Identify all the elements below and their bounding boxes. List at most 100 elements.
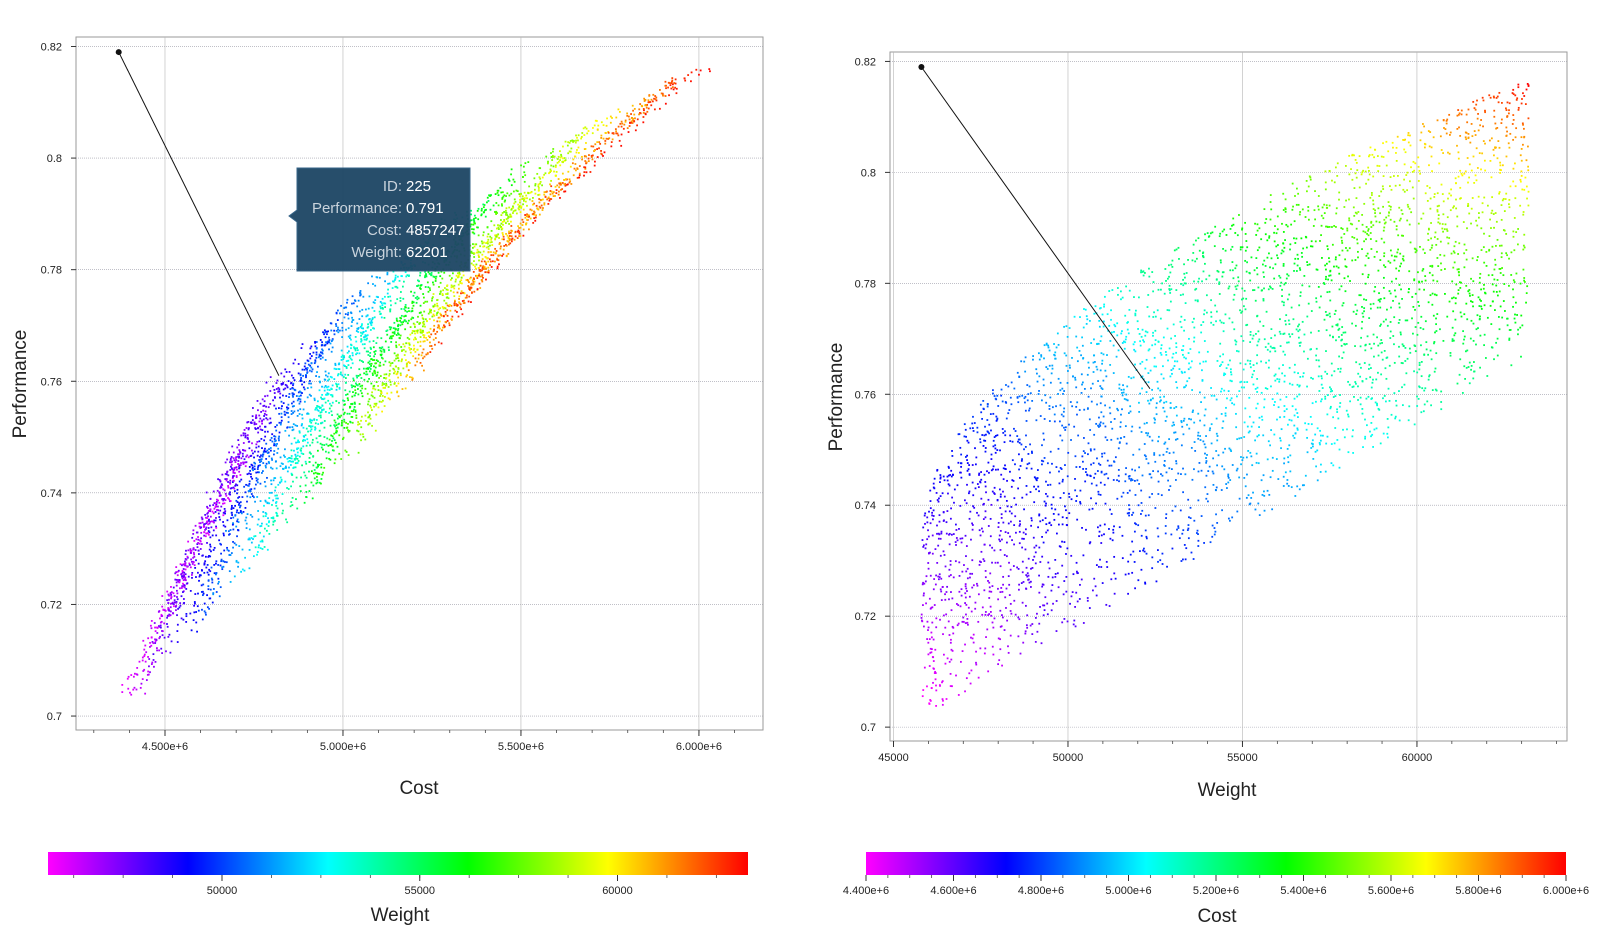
data-point[interactable] [380, 337, 382, 339]
data-point[interactable] [1223, 390, 1225, 392]
data-point[interactable] [1471, 170, 1473, 172]
data-point[interactable] [350, 367, 352, 369]
data-point[interactable] [177, 598, 179, 600]
data-point[interactable] [290, 464, 292, 466]
data-point[interactable] [403, 349, 405, 351]
data-point[interactable] [1197, 413, 1199, 415]
data-point[interactable] [208, 527, 210, 529]
data-point[interactable] [576, 152, 578, 154]
data-point[interactable] [249, 489, 251, 491]
data-point[interactable] [458, 298, 460, 300]
data-point[interactable] [1429, 208, 1431, 210]
data-point[interactable] [1075, 379, 1077, 381]
data-point[interactable] [560, 157, 562, 159]
data-point[interactable] [1399, 420, 1401, 422]
data-point[interactable] [360, 390, 362, 392]
data-point[interactable] [351, 303, 353, 305]
data-point[interactable] [324, 386, 326, 388]
data-point[interactable] [203, 531, 205, 533]
data-point[interactable] [1429, 145, 1431, 147]
data-point[interactable] [1456, 145, 1458, 147]
data-point[interactable] [981, 434, 983, 436]
data-point[interactable] [960, 605, 962, 607]
data-point[interactable] [195, 525, 197, 527]
data-point[interactable] [940, 591, 942, 593]
data-point[interactable] [207, 585, 209, 587]
data-point[interactable] [441, 278, 443, 280]
data-point[interactable] [1447, 152, 1449, 154]
data-point[interactable] [255, 546, 257, 548]
data-point[interactable] [299, 408, 301, 410]
data-point[interactable] [419, 275, 421, 277]
data-point[interactable] [1062, 523, 1064, 525]
data-point[interactable] [555, 175, 557, 177]
data-point[interactable] [410, 326, 412, 328]
data-point[interactable] [519, 199, 521, 201]
data-point[interactable] [368, 308, 370, 310]
data-point[interactable] [218, 539, 220, 541]
data-point[interactable] [1484, 304, 1486, 306]
data-point[interactable] [256, 554, 258, 556]
data-point[interactable] [471, 263, 473, 265]
data-point[interactable] [253, 422, 255, 424]
data-point[interactable] [991, 562, 993, 564]
data-point[interactable] [243, 486, 245, 488]
data-point[interactable] [1297, 254, 1299, 256]
data-point[interactable] [449, 304, 451, 306]
data-point[interactable] [322, 449, 324, 451]
data-point[interactable] [1420, 327, 1422, 329]
data-point[interactable] [470, 219, 472, 221]
data-point[interactable] [1060, 404, 1062, 406]
data-point[interactable] [1097, 491, 1099, 493]
data-point[interactable] [1423, 354, 1425, 356]
data-point[interactable] [358, 452, 360, 454]
data-point[interactable] [573, 174, 575, 176]
data-point[interactable] [619, 111, 621, 113]
data-point[interactable] [1405, 174, 1407, 176]
data-point[interactable] [1132, 454, 1134, 456]
data-point[interactable] [519, 235, 521, 237]
data-point[interactable] [1430, 404, 1432, 406]
data-point[interactable] [417, 330, 419, 332]
data-point[interactable] [244, 433, 246, 435]
data-point[interactable] [1019, 542, 1021, 544]
data-point[interactable] [314, 477, 316, 479]
data-point[interactable] [1287, 424, 1289, 426]
data-point[interactable] [385, 383, 387, 385]
data-point[interactable] [383, 377, 385, 379]
data-point[interactable] [1321, 377, 1323, 379]
data-point[interactable] [252, 415, 254, 417]
data-point[interactable] [1045, 366, 1047, 368]
data-point[interactable] [1145, 536, 1147, 538]
data-point[interactable] [565, 159, 567, 161]
data-point[interactable] [205, 612, 207, 614]
data-point[interactable] [507, 253, 509, 255]
data-point[interactable] [1149, 436, 1151, 438]
data-point[interactable] [387, 283, 389, 285]
data-point[interactable] [1263, 288, 1265, 290]
data-point[interactable] [274, 490, 276, 492]
data-point[interactable] [1406, 319, 1408, 321]
data-point[interactable] [335, 368, 337, 370]
data-point[interactable] [257, 400, 259, 402]
data-point[interactable] [292, 429, 294, 431]
data-point[interactable] [365, 309, 367, 311]
data-point[interactable] [1297, 372, 1299, 374]
data-point[interactable] [398, 395, 400, 397]
data-point[interactable] [194, 564, 196, 566]
data-point[interactable] [1214, 534, 1216, 536]
data-point[interactable] [1480, 119, 1482, 121]
data-point[interactable] [665, 95, 667, 97]
data-point[interactable] [1038, 592, 1040, 594]
data-point[interactable] [284, 430, 286, 432]
data-point[interactable] [575, 142, 577, 144]
data-point[interactable] [401, 359, 403, 361]
data-point[interactable] [1345, 200, 1347, 202]
data-point[interactable] [278, 438, 280, 440]
data-point[interactable] [149, 642, 151, 644]
data-point[interactable] [183, 579, 185, 581]
data-point[interactable] [594, 161, 596, 163]
data-point[interactable] [404, 346, 406, 348]
data-point[interactable] [1315, 297, 1317, 299]
data-point[interactable] [193, 611, 195, 613]
